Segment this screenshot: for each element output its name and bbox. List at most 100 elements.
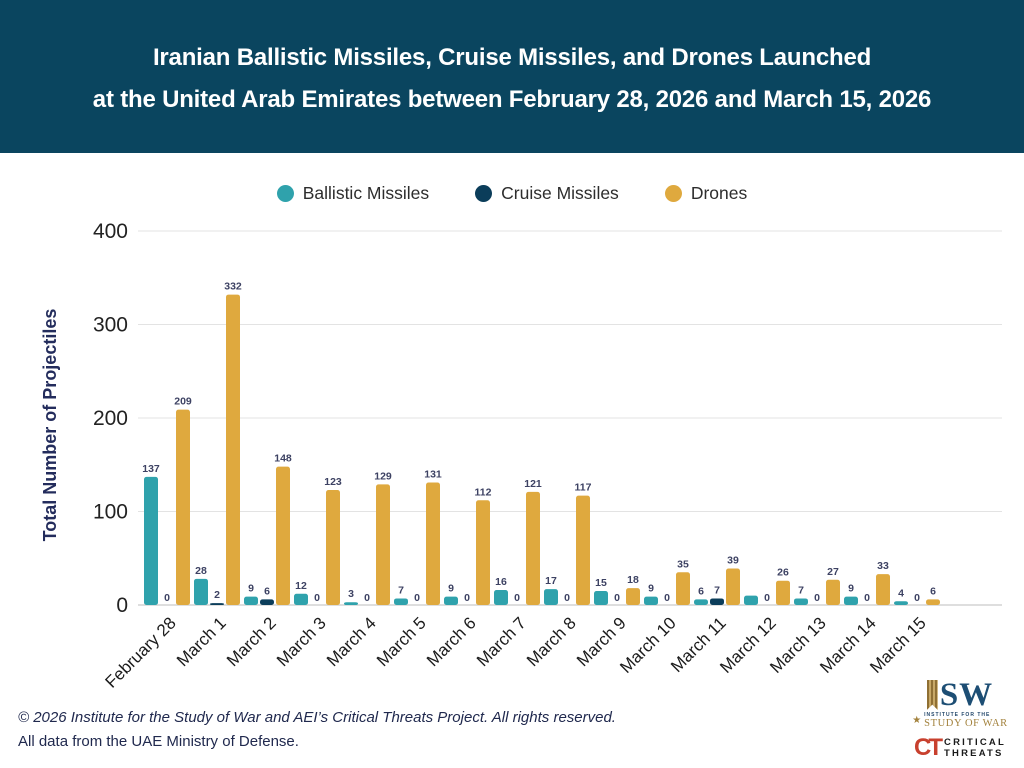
bar — [194, 578, 208, 605]
bar — [926, 599, 940, 605]
bar — [444, 596, 458, 605]
bar-value-label: 28 — [195, 565, 207, 577]
bar-value-label: 0 — [764, 592, 770, 604]
bar — [826, 579, 840, 605]
bar — [726, 568, 740, 605]
bar-value-label: 0 — [164, 592, 170, 604]
bar — [260, 599, 274, 605]
bar — [744, 595, 758, 605]
bar — [594, 590, 608, 605]
ct-monogram: CT — [914, 734, 943, 761]
bar-value-label: 3 — [348, 588, 354, 600]
title-banner: Iranian Ballistic Missiles, Cruise Missi… — [0, 0, 1024, 153]
data-source-text: All data from the UAE Ministry of Defens… — [18, 733, 299, 750]
legend-item-cruise-missiles: Cruise Missiles — [475, 183, 619, 204]
bar — [394, 598, 408, 605]
bar-value-label: 18 — [627, 574, 639, 586]
bar — [644, 596, 658, 605]
bar-value-label: 117 — [575, 482, 592, 494]
legend-item-ballistic-missiles: Ballistic Missiles — [276, 183, 430, 204]
bar-value-label: 137 — [142, 463, 160, 475]
isw-subtitle: ★ INSTITUTE FOR THE STUDY OF WAR — [912, 712, 1008, 729]
bar-value-label: 2 — [214, 589, 220, 601]
bar — [676, 572, 690, 605]
y-axis-tick-label: 300 — [93, 314, 128, 337]
bar-value-label: 15 — [595, 577, 607, 589]
legend-label: Ballistic Missiles — [302, 183, 430, 203]
drones-swatch-icon — [664, 185, 682, 202]
bar-value-label: 7 — [714, 584, 720, 596]
bar-value-label: 0 — [414, 592, 420, 604]
bar-value-label: 9 — [648, 583, 654, 595]
ballistic-missiles-swatch-icon — [276, 185, 294, 202]
bar — [326, 489, 340, 605]
bar-value-label: 9 — [248, 583, 254, 595]
bar-value-label: 27 — [827, 566, 839, 578]
bar — [544, 589, 558, 605]
copyright-text: © 2026 Institute for the Study of War an… — [18, 709, 616, 726]
isw-ribbon-icon — [926, 680, 938, 710]
bar-value-label: 0 — [614, 592, 620, 604]
page-title-line1: Iranian Ballistic Missiles, Cruise Missi… — [152, 44, 872, 71]
bar-value-label: 0 — [464, 592, 470, 604]
bar-value-label: 35 — [677, 558, 689, 570]
bar-value-label: 112 — [475, 486, 492, 498]
bar-value-label: 9 — [848, 583, 854, 595]
y-axis-tick-label: 0 — [116, 594, 128, 617]
bar-value-label: 123 — [324, 476, 342, 488]
bar — [776, 580, 790, 605]
isw-acronym: SW — [939, 677, 994, 713]
ct-word-threats: THREATS — [944, 748, 1004, 759]
isw-wordmark: SW — [926, 677, 994, 713]
y-axis-tick-label: 100 — [93, 501, 128, 524]
bar-value-label: 33 — [877, 560, 889, 572]
bar-value-label: 0 — [864, 592, 870, 604]
bar-value-label: 129 — [374, 470, 392, 482]
y-axis-title: Total Number of Projectiles — [40, 309, 60, 542]
critical-threats-logo: CT CRITICAL THREATS — [914, 734, 1006, 761]
x-axis-tick-label: March 4 — [323, 613, 380, 670]
bar-value-label: 7 — [398, 584, 404, 596]
logo-block: SW ★ INSTITUTE FOR THE STUDY OF WAR CT C… — [908, 677, 1012, 761]
legend-label: Cruise Missiles — [501, 183, 619, 203]
bar-value-label: 4 — [898, 587, 904, 599]
bar-value-label: 131 — [424, 469, 442, 481]
legend-item-drones: Drones — [664, 183, 748, 204]
bar-value-label: 0 — [364, 592, 370, 604]
bar-value-label: 332 — [224, 281, 242, 293]
bar-value-label: 148 — [274, 453, 292, 465]
bar — [276, 466, 290, 605]
x-axis-tick-label: March 1 — [173, 613, 230, 670]
bar — [876, 574, 890, 605]
y-axis-tick-label: 400 — [93, 220, 128, 243]
bar-value-label: 0 — [564, 592, 570, 604]
bar — [210, 603, 224, 605]
x-axis-tick-label: February 28 — [102, 613, 180, 691]
x-axis-tick-label: March 5 — [373, 613, 430, 670]
bar-value-label: 26 — [777, 567, 789, 579]
bar-value-label: 6 — [264, 585, 270, 597]
bar-value-label: 12 — [295, 580, 307, 592]
bar-value-label: 0 — [314, 592, 320, 604]
star-icon: ★ — [912, 714, 922, 726]
bar-value-label: 39 — [727, 555, 739, 567]
footer: © 2026 Institute for the Study of War an… — [18, 706, 616, 754]
legend-label: Drones — [690, 183, 748, 203]
bar — [576, 495, 590, 605]
bar — [710, 598, 724, 605]
bar — [244, 596, 258, 605]
ct-word-critical: CRITICAL — [944, 737, 1006, 748]
bar — [344, 602, 358, 605]
bar — [526, 491, 540, 605]
isw-logo: SW ★ INSTITUTE FOR THE STUDY OF WAR — [912, 677, 1008, 730]
y-axis-tick-label: 200 — [93, 407, 128, 430]
bar — [144, 476, 158, 605]
bar-value-label: 0 — [664, 592, 670, 604]
cruise-missiles-swatch-icon — [475, 185, 493, 202]
bar — [176, 409, 190, 605]
bar — [294, 593, 308, 605]
bar — [794, 598, 808, 605]
bar — [376, 484, 390, 605]
x-axis-tick-label: March 2 — [223, 613, 280, 670]
